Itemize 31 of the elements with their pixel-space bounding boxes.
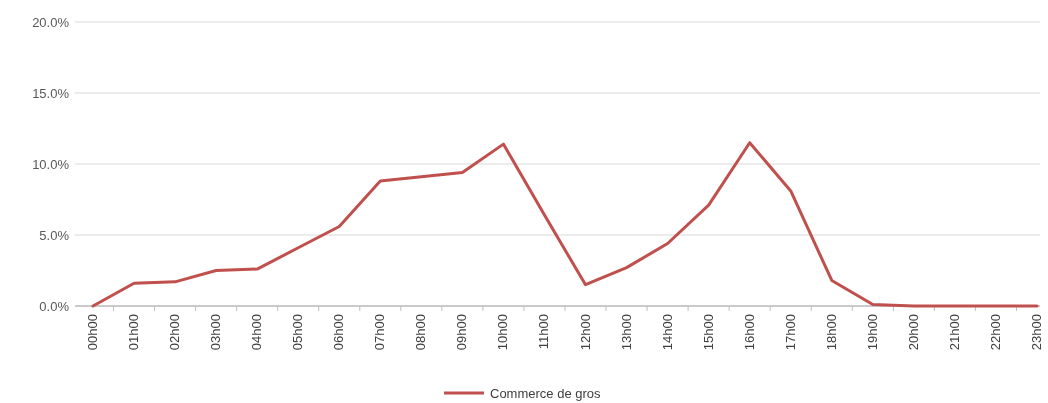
x-tick-label: 03h00 (208, 314, 224, 351)
x-tick-label: 19h00 (864, 314, 880, 351)
line-series (91, 141, 1039, 308)
x-tick-label: 15h00 (700, 314, 716, 351)
x-tick-label: 11h00 (536, 314, 552, 350)
x-tick-label: 02h00 (167, 314, 183, 351)
x-tick-label: 09h00 (454, 314, 470, 351)
x-tick-label: 14h00 (659, 314, 675, 351)
x-tick-label: 22h00 (987, 314, 1003, 351)
x-tick-label: 10h00 (495, 314, 511, 351)
x-tick-label: 21h00 (946, 314, 962, 351)
y-tick-label: 15.0% (32, 85, 70, 101)
x-tick-label: 05h00 (290, 314, 306, 351)
y-tick-label: 20.0% (32, 14, 70, 30)
x-tick-label: 00h00 (85, 314, 100, 351)
x-tick-label: 20h00 (905, 314, 921, 351)
x-tick-label: 16h00 (741, 314, 757, 351)
legend-label: Commerce de gros (490, 385, 602, 401)
x-tick-label: 17h00 (782, 314, 798, 351)
x-tick-label: 13h00 (618, 314, 634, 351)
y-tick-label: 10.0% (32, 156, 70, 172)
x-tick-label: 01h00 (126, 314, 142, 351)
x-tick-label: 04h00 (249, 314, 265, 351)
x-tick-label: 08h00 (413, 314, 429, 351)
y-tick-label: 0.0% (39, 298, 70, 314)
y-tick-label: 5.0% (39, 227, 70, 243)
x-tick-label: 18h00 (823, 314, 839, 351)
x-tick-label: 06h00 (331, 314, 347, 351)
x-tick-label: 07h00 (372, 314, 388, 351)
x-tick-label: 12h00 (577, 314, 593, 351)
x-tick-label: 23h00 (1029, 314, 1044, 351)
